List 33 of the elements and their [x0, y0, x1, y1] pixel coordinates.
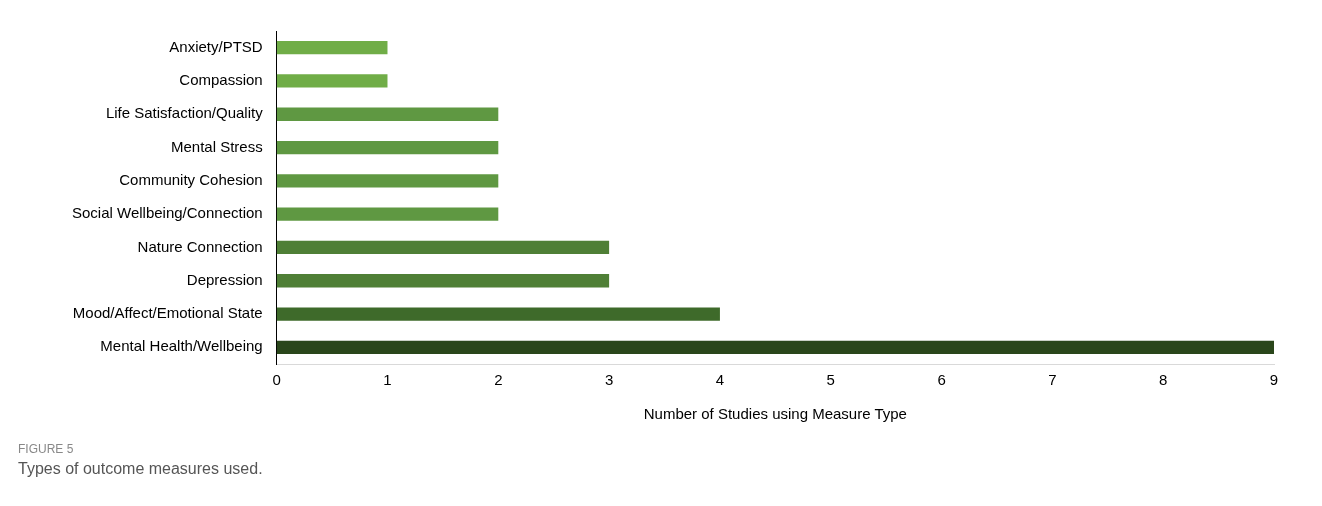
- x-tick-label: 3: [604, 371, 614, 389]
- y-tick-label: Anxiety/PTSD: [169, 37, 263, 55]
- bar: [276, 174, 499, 188]
- x-tick-label: 0: [272, 371, 281, 389]
- bar: [276, 40, 388, 55]
- y-tick-label: Depression: [186, 270, 263, 288]
- x-tick-label: 9: [1269, 371, 1279, 389]
- bar: [276, 207, 499, 221]
- y-tick-label: Compassion: [179, 71, 263, 89]
- bar: [276, 274, 610, 288]
- y-tick-label: Mental Health/Wellbeing: [100, 337, 263, 355]
- bar: [276, 107, 499, 121]
- x-axis-title: Number of Studies using Measure Type: [643, 405, 907, 423]
- bar: [276, 140, 499, 155]
- text: Types of outcome measures used.: [18, 460, 264, 478]
- bar: [276, 340, 1274, 355]
- x-tick-label: 7: [1048, 371, 1057, 389]
- y-tick-label: Community Cohesion: [119, 170, 263, 188]
- x-tick-label: 8: [1159, 371, 1168, 389]
- bar: [276, 240, 610, 255]
- y-tick-label: Social Wellbeing/Connection: [72, 204, 263, 222]
- y-tick-label: Nature Connection: [137, 237, 263, 255]
- x-tick-label: 1: [383, 371, 392, 389]
- x-tick-label: 6: [937, 371, 946, 389]
- caption: FIGURE 5: [18, 442, 75, 456]
- x-tick-label: 2: [494, 371, 503, 389]
- x-tick-label: 5: [826, 371, 835, 389]
- y-tick-label: Mood/Affect/Emotional State: [72, 304, 263, 322]
- x-tick-label: 4: [715, 371, 725, 389]
- y-tick-label: Life Satisfaction/Quality: [105, 104, 264, 122]
- y-tick-label: Mental Stress: [170, 137, 263, 155]
- bar: [276, 307, 720, 321]
- bar: [276, 74, 388, 88]
